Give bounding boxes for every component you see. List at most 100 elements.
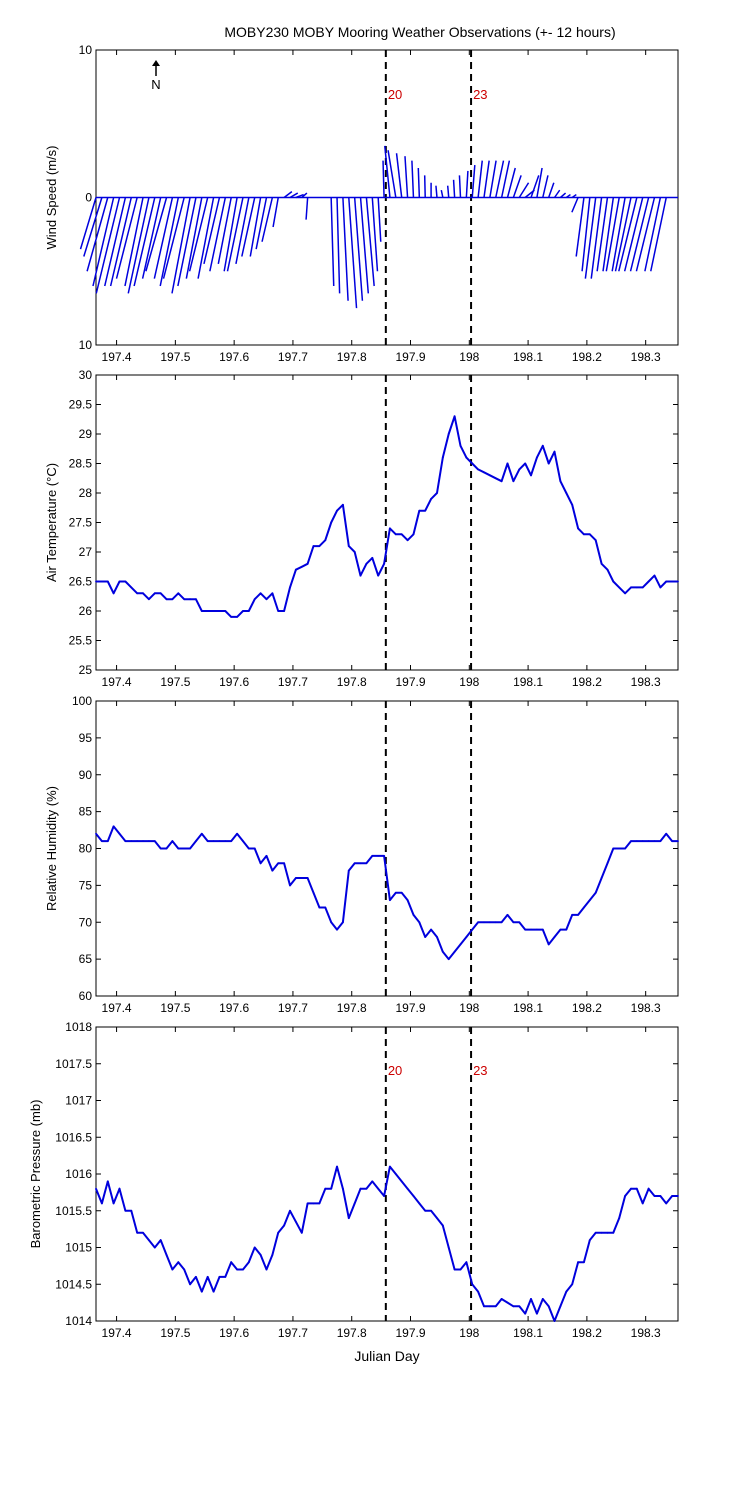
data-point [665,580,668,583]
y-tick-label: 60 [79,989,93,1003]
wind-vector [141,197,162,279]
x-tick-label: 197.6 [219,1326,249,1340]
wind-vector [506,167,516,198]
data-point [588,533,591,536]
data-point [465,1261,468,1264]
data-point [659,840,662,843]
data-line [95,1165,678,1322]
data-point [447,1246,450,1249]
data-point [453,1268,456,1271]
data-point [318,545,321,547]
data-point [400,891,403,894]
data-point [206,610,209,612]
data-point [159,592,162,595]
data-point [259,1253,262,1256]
data-point [183,1268,186,1271]
data-point [406,1187,409,1190]
data-point [265,1268,268,1271]
wind-vector [477,160,483,198]
wind-vector [500,160,511,198]
data-point [195,598,197,601]
data-point [524,928,527,931]
wind-vector [86,197,109,272]
data-point [571,503,574,506]
data-point [318,906,321,909]
data-point [618,1217,621,1219]
data-point [453,415,456,418]
data-point [236,832,238,835]
data-point [142,592,144,595]
data-point [441,456,444,459]
wind-vector [295,193,304,199]
data-line [95,825,678,961]
data-point [218,840,221,843]
wind-vector [483,160,490,198]
data-point [365,562,368,565]
x-tick-label: 197.7 [278,350,308,364]
data-point [588,1239,591,1242]
data-point [230,1261,233,1264]
y-axis-label: Relative Humidity (%) [44,786,59,911]
data-point [359,862,362,865]
data-point [477,1290,480,1293]
wind-vector [435,185,438,198]
data-point [330,921,333,924]
data-point [112,592,115,595]
data-point [459,1268,462,1271]
data-point [418,1202,421,1205]
wind-vector [471,164,476,198]
wind-vector [171,197,191,294]
wind-vector [530,175,540,198]
data-point [306,562,309,565]
wind-vector [371,197,379,272]
data-point [412,913,415,916]
data-point [641,840,644,843]
data-point [441,1224,444,1227]
data-point [500,921,503,924]
y-tick-label: 95 [79,731,93,745]
data-point [130,840,133,843]
data-point [336,509,338,512]
data-point [424,936,427,938]
data-point [106,840,109,843]
y-axis-label: Barometric Pressure (mb) [28,1100,43,1249]
x-tick-label: 198.2 [572,675,602,689]
data-point [394,1173,397,1175]
data-point [277,862,280,865]
data-point [488,921,491,924]
y-tick-label: 1016 [65,1167,92,1181]
data-point [106,1180,109,1183]
data-point [136,592,139,595]
data-point [130,1209,133,1212]
wind-vector [623,197,644,272]
data-point [353,1202,356,1205]
wind-vector [423,175,426,198]
data-point [171,598,174,601]
data-point [153,1246,156,1249]
wind-vector [489,160,497,198]
wind-vector [404,156,409,198]
data-point [536,928,538,931]
data-point [236,616,238,618]
data-point [459,444,462,447]
y-tick-label: 1015.5 [55,1204,92,1218]
data-point [530,1298,532,1300]
data-point [559,928,562,931]
north-arrow-icon [152,60,160,66]
data-point [212,840,215,843]
wind-vector [177,197,197,287]
wind-vector [611,197,626,272]
x-tick-label: 197.5 [160,675,190,689]
data-point [653,1195,656,1197]
data-point [618,847,621,850]
data-point [606,568,609,571]
data-point [212,1290,215,1293]
data-point [195,840,197,843]
data-point [312,545,315,547]
data-point [647,580,650,583]
wind-vector [203,197,221,265]
wind-vector [387,150,397,198]
panel-2: 197.4 197.5 197.6 197.7 197.8 197.9 198 198.1 19… [44,368,679,689]
wind-vector [417,167,421,198]
y-tick-label: 28.5 [69,457,93,471]
